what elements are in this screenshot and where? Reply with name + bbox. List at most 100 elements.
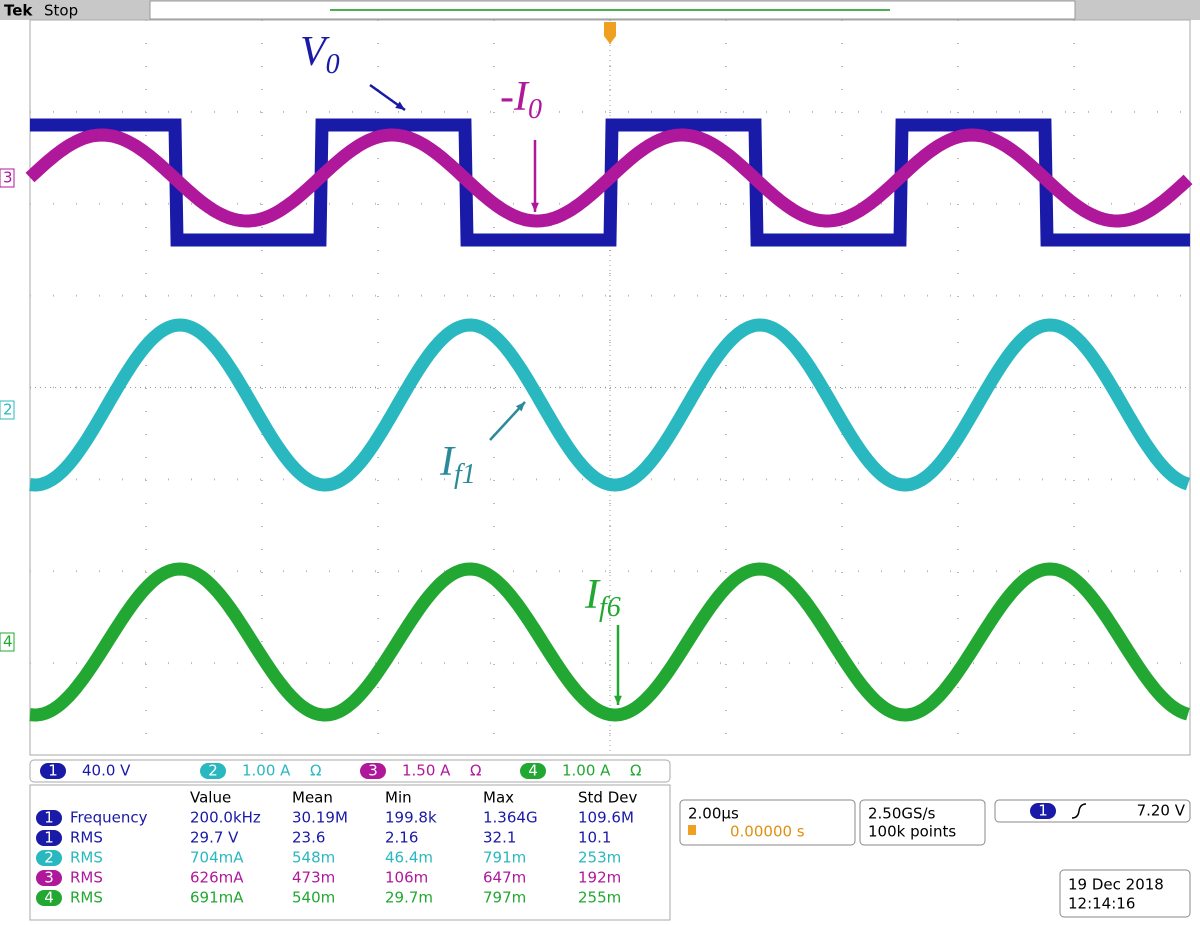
measurement-value: 253m [578,849,621,867]
delay-icon [688,825,696,835]
timebase-box [679,799,856,846]
channel-badge-label: 3 [368,762,378,780]
measurement-value: 29.7 V [190,829,239,847]
channel-marker-label: 4 [3,633,13,651]
time: 12:14:16 [1068,895,1135,913]
arrow-head [531,202,539,212]
measurement-value: 473m [292,869,335,887]
channel-unit: Ω [630,762,641,780]
channel-scale: 40.0 V [82,762,131,780]
measurement-value: 29.7m [385,889,433,907]
measurement-value: 106m [385,869,428,887]
date: 19 Dec 2018 [1068,876,1164,894]
annotation: V0 [300,29,340,81]
measurement-value: 626mA [190,869,244,887]
channel-badge [40,763,66,779]
trigger-position-marker [604,22,616,44]
column-header: Std Dev [578,789,637,807]
measurement-value: 540m [292,889,335,907]
annotation-subscript: f1 [454,459,476,490]
annotation-subscript: 0 [528,94,542,125]
channel-badge-label: 3 [44,869,54,887]
channel-badge [36,810,62,826]
measurement-value: 548m [292,849,335,867]
channel-badge-label: 1 [1038,802,1048,820]
channel-scale: 1.50 A [402,762,451,780]
column-header: Value [190,789,231,807]
waveform [26,562,1192,722]
measurement-value: 797m [483,889,526,907]
trigger-level: 7.20 V [1137,802,1186,820]
measurement-panel [29,784,671,921]
timebase-delay: 0.00000 s [730,823,805,841]
measurement-value: 2.16 [385,829,418,847]
annotation: -I0 [500,74,542,126]
datetime-box [1059,869,1191,918]
channel-badge-label: 1 [48,762,58,780]
measurement-value: 192m [578,869,621,887]
annotation-base: I [439,439,456,485]
channel-badge [200,763,226,779]
measurement-label: RMS [70,889,103,907]
measurement-value: 1.364G [483,809,538,827]
channel-badge-label: 1 [44,829,54,847]
annotation-base: -I [500,74,530,120]
measurement-value: 30.19M [292,809,348,827]
channel-badge [520,763,546,779]
channel-unit: Ω [310,762,321,780]
channel-bar [29,759,671,783]
annotation: If6 [584,572,621,624]
channel-marker [0,400,15,420]
column-header: Min [385,789,412,807]
channel-badge-label: 2 [44,849,54,867]
timebase-scale: 2.00µs [688,805,739,823]
channel-badge [36,870,62,886]
measurement-value: 46.4m [385,849,433,867]
measurement-value: 647m [483,869,526,887]
channel-scale: 1.00 A [562,762,611,780]
annotation-base: V [300,29,330,75]
record-length: 100k points [868,823,956,841]
measurement-value: 199.8k [385,809,437,827]
status: Stop [44,2,78,20]
waveform [26,318,1192,492]
measurement-value: 23.6 [292,829,325,847]
channel-scale: 1.00 A [242,762,291,780]
measurement-value: 691mA [190,889,244,907]
annotation-subscript: f6 [599,592,621,623]
measurement-label: Frequency [70,809,148,827]
channel-unit: Ω [470,762,481,780]
annotation: If1 [439,439,476,491]
channel-badge-label: 4 [528,762,538,780]
measurement-value: 200.0kHz [190,809,261,827]
measurement-label: RMS [70,869,103,887]
channel-badge-label: 1 [44,809,54,827]
arrow-head [395,101,405,110]
measurement-value: 791m [483,849,526,867]
channel-marker-label: 2 [3,401,13,419]
channel-badge-label: 4 [44,889,54,907]
arrow-head [515,402,525,412]
annotation-subscript: 0 [326,49,340,80]
channel-badge [1030,803,1056,819]
measurement-value: 109.6M [578,809,634,827]
channel-marker [0,632,15,652]
channel-badge [36,890,62,906]
trigger-slope [1071,803,1087,819]
sample-rate: 2.50GS/s [868,805,936,823]
measurement-label: RMS [70,829,103,847]
waveform [25,128,1193,228]
measurement-value: 255m [578,889,621,907]
annotation-base: I [584,572,601,618]
brand: Tek [4,2,33,20]
measurement-label: RMS [70,849,103,867]
channel-badge [36,850,62,866]
acquisition-box [859,799,986,846]
measurement-value: 10.1 [578,829,611,847]
arrow-head [614,695,622,705]
measurement-value: 704mA [190,849,244,867]
channel-marker-label: 3 [3,169,13,187]
measurement-value: 32.1 [483,829,516,847]
channel-marker [0,168,15,188]
